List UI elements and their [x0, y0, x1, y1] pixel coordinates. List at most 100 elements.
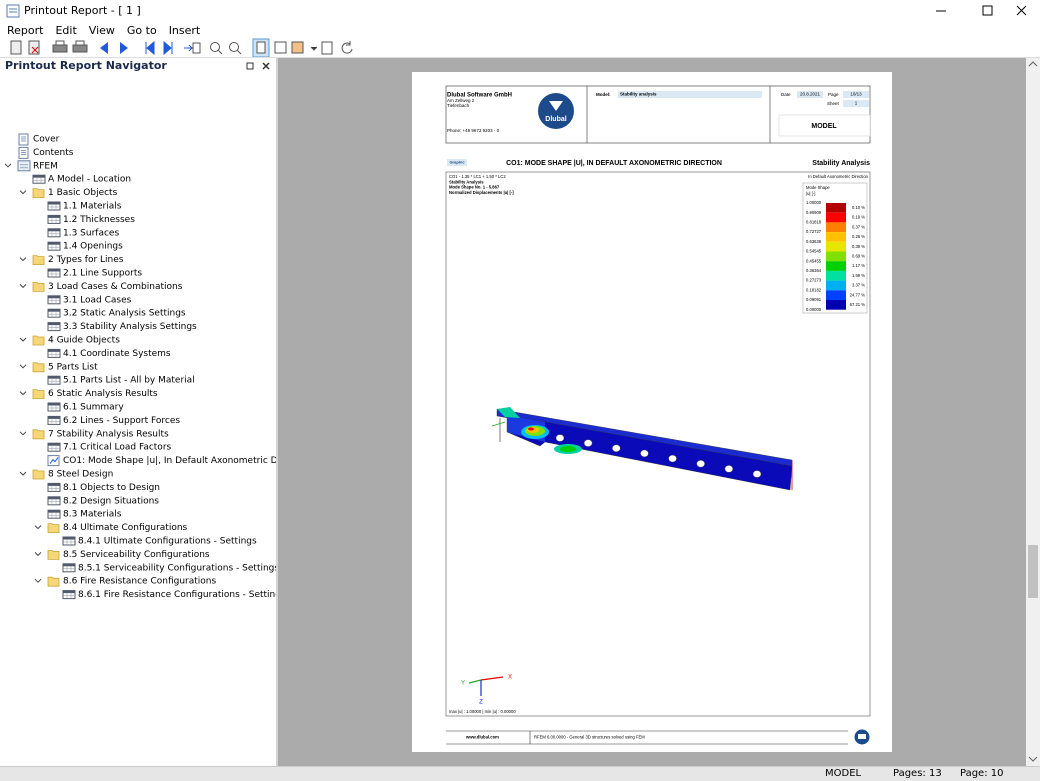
close[interactable]	[1016, 5, 1027, 16]
opening	[583, 439, 593, 447]
table-icon	[62, 536, 76, 546]
footer-logo-mark	[858, 734, 866, 739]
status-page: Page: 10	[960, 768, 1004, 779]
maximize[interactable]	[982, 5, 993, 16]
legend-percent: 24.77 %	[850, 292, 866, 297]
tree-item[interactable]: 2.1 Line Supports	[63, 269, 142, 279]
tree-item[interactable]: Contents	[33, 148, 74, 158]
tree-item[interactable]: 6.2 Lines - Support Forces	[63, 416, 180, 426]
tree-item[interactable]: 7 Stability Analysis Results	[48, 429, 169, 439]
app-icon	[6, 4, 20, 18]
navigator-panel: Printout Report Navigator Cover Contents R…	[0, 58, 276, 766]
tree-item[interactable]: 7.1 Critical Load Factors	[63, 443, 172, 453]
tree-item[interactable]: 6.1 Summary	[63, 403, 124, 413]
tree-item[interactable]: 6 Static Analysis Results	[48, 389, 158, 399]
tree-item[interactable]: 3.2 Static Analysis Settings	[63, 309, 186, 319]
menu-item[interactable]: Insert	[168, 24, 201, 37]
table-icon	[47, 214, 61, 224]
footer-text: RFEM 6.00.0000 - General 3D structures s…	[534, 735, 645, 740]
menu-item[interactable]: Report	[7, 24, 44, 37]
expand-chevron[interactable]	[19, 364, 27, 369]
tree-item[interactable]: 1.2 Thicknesses	[63, 215, 135, 225]
expand-chevron[interactable]	[19, 391, 27, 396]
graphic-title: CO1: MODE SHAPE |U|, IN DEFAULT AXONOMET…	[506, 160, 722, 167]
tree-item[interactable]: 8.3 Materials	[63, 510, 122, 520]
legend-band	[826, 280, 846, 291]
opening	[752, 470, 762, 478]
tree-item[interactable]: 8.5.1 Serviceability Configurations - Se…	[78, 563, 276, 573]
tree-item[interactable]: A Model - Location	[48, 175, 131, 185]
tree-item[interactable]: 3.3 Stability Analysis Settings	[63, 322, 197, 332]
legend-band	[826, 270, 846, 281]
table-icon	[47, 201, 61, 211]
expand-chevron[interactable]	[4, 163, 12, 168]
model-value: Stability analysis	[620, 92, 657, 97]
table-icon	[47, 415, 61, 425]
tree-item[interactable]: 8.4.1 Ultimate Configurations - Settings	[78, 537, 257, 547]
splitter[interactable]	[276, 58, 278, 766]
legend-label: 1.00000	[806, 200, 822, 205]
tree-item[interactable]: 3.1 Load Cases	[63, 295, 132, 305]
legend-percent: 0.26 %	[852, 234, 865, 239]
legend-label: 0.54545	[806, 249, 822, 254]
tree-item[interactable]: 5.1 Parts List - All by Material	[63, 376, 195, 386]
beam-model	[491, 407, 793, 491]
expand-chevron[interactable]	[34, 552, 42, 557]
tree-item[interactable]: 8.2 Design Situations	[63, 496, 159, 506]
tree-item[interactable]: Cover	[33, 135, 60, 145]
legend-label: 0.72727	[806, 229, 822, 234]
tree-item[interactable]: 1.1 Materials	[63, 202, 122, 212]
menu-item[interactable]: Go to	[126, 24, 157, 37]
tree-item[interactable]: 2 Types for Lines	[48, 255, 124, 265]
tree-item[interactable]: 4 Guide Objects	[48, 336, 120, 346]
window-controls[interactable]	[925, 0, 1040, 22]
title-bar: Printout Report - [ 1 ]	[0, 0, 1040, 22]
menu-item[interactable]: Edit	[55, 24, 77, 37]
tree-item[interactable]: 1.4 Openings	[63, 242, 123, 252]
legend-percent: 0.69 %	[852, 253, 865, 258]
phone: Phone: +49 9673 9203 - 0	[447, 128, 500, 133]
tree-item[interactable]: 3 Load Cases & Combinations	[48, 282, 183, 292]
tree-item[interactable]: 1.3 Surfaces	[63, 228, 119, 238]
legend-unit: |u| [-]	[806, 191, 815, 196]
tree-item[interactable]: 8.6 Fire Resistance Configurations	[63, 577, 216, 587]
info-line: CO1 - 1.35 * LC1 + 1.50 * LC2	[449, 174, 506, 179]
toolbar-icons[interactable]	[10, 38, 353, 58]
toolbar	[0, 38, 1040, 58]
tree-item[interactable]: 1 Basic Objects	[48, 188, 118, 198]
tree-item[interactable]: 8.6.1 Fire Resistance Configurations - S…	[78, 590, 276, 600]
tree-item[interactable]: 4.1 Coordinate Systems	[63, 349, 171, 359]
header-frame	[445, 85, 871, 144]
expand-chevron[interactable]	[19, 471, 27, 476]
tree-item[interactable]: 8 Steel Design	[48, 470, 113, 480]
navigator-buttons[interactable]	[244, 60, 274, 72]
scroll-down[interactable]	[1028, 755, 1038, 763]
expand-chevron[interactable]	[19, 337, 27, 342]
expand-chevron[interactable]	[19, 431, 27, 436]
tree-item[interactable]: CO1: Mode Shape |u|, In Default Axonomet…	[63, 456, 276, 466]
expand-chevron[interactable]	[19, 257, 27, 262]
scroll-up[interactable]	[1028, 60, 1038, 68]
table-icon	[47, 241, 61, 251]
scroll-thumb[interactable]	[1028, 545, 1038, 598]
navigator-tree: Cover Contents RFEM A Model - Location 1 Bas…	[4, 133, 276, 600]
opening	[724, 465, 734, 473]
tree-item[interactable]: 5 Parts List	[48, 362, 98, 372]
model-field	[618, 91, 762, 98]
tree-item[interactable]: 8.1 Objects to Design	[63, 483, 160, 493]
expand-chevron[interactable]	[34, 525, 42, 530]
tree-item[interactable]: 8.5 Serviceability Configurations	[63, 550, 210, 560]
tree-item[interactable]: 8.4 Ultimate Configurations	[63, 523, 188, 533]
menu-item[interactable]: View	[88, 24, 115, 37]
legend: 1.00000 0.90909 0.81818 0.72727 0.63636 0.545…	[806, 200, 865, 312]
min-max: max |u| : 1.00000 | min |u| : 0.00000	[449, 709, 516, 714]
expand-chevron[interactable]	[19, 284, 27, 289]
scrollbar[interactable]	[1026, 58, 1040, 766]
legend-percent: 3.37 %	[852, 283, 865, 288]
tree-item[interactable]: RFEM	[33, 161, 58, 171]
expand-chevron[interactable]	[34, 578, 42, 583]
section: MODEL	[811, 123, 837, 130]
legend-percent: 0.37 %	[852, 224, 865, 229]
expand-chevron[interactable]	[19, 190, 27, 195]
